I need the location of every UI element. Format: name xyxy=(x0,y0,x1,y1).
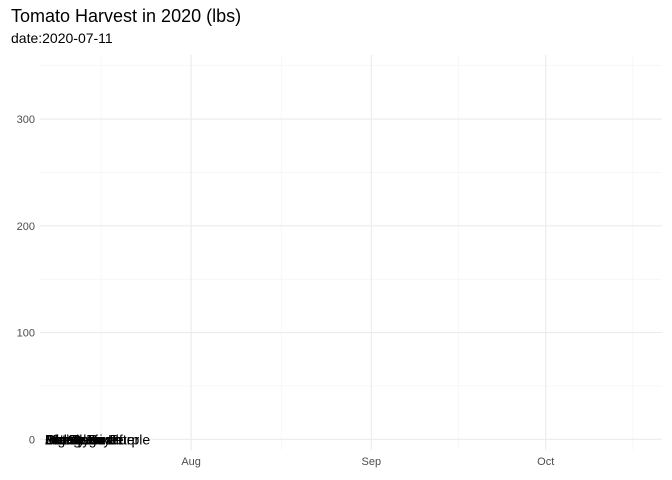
grid xyxy=(40,55,662,450)
series-label: Amish Paste xyxy=(45,431,124,447)
x-tick-label: Aug xyxy=(181,456,201,468)
series-label: Cherokee Purple xyxy=(45,431,150,447)
series-label: Bonny Best xyxy=(45,431,117,447)
series-label: Better Boy xyxy=(45,431,110,447)
y-tick-label: 0 xyxy=(29,434,35,446)
series-old-german: Old German xyxy=(45,431,121,447)
y-axis: 0 100 200 300 xyxy=(17,114,35,446)
data-point xyxy=(67,437,71,441)
y-tick-label: 300 xyxy=(17,114,35,126)
chart-subtitle: date:2020-07-11 xyxy=(11,30,113,46)
y-tick-label: 200 xyxy=(17,221,35,233)
series-label: Old German xyxy=(45,431,121,447)
x-tick-label: Sep xyxy=(362,456,382,468)
series-label: Mortgage Lifter xyxy=(45,431,139,447)
y-tick-label: 100 xyxy=(17,328,35,340)
x-tick-label: Oct xyxy=(537,456,554,468)
series-label: Big Beef xyxy=(45,431,98,447)
series-label: Brandywine xyxy=(45,431,118,447)
chart-title: Tomato Harvest in 2020 (lbs) xyxy=(11,6,241,26)
x-axis: Aug Sep Oct xyxy=(181,456,554,468)
